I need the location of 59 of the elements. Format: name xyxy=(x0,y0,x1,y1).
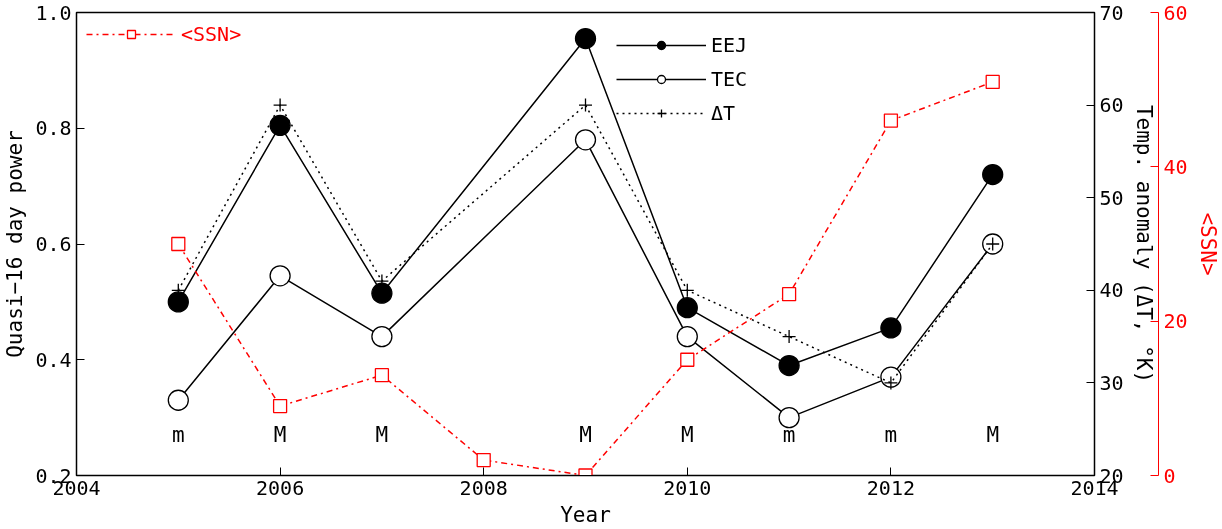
annotation: m xyxy=(884,422,898,447)
y3-tick-label: 0 xyxy=(1163,463,1176,488)
y-tick-label: 0.8 xyxy=(35,116,72,141)
point xyxy=(781,287,797,302)
y2-tick-label: 30 xyxy=(1099,370,1124,395)
x-tick-label: 2006 xyxy=(256,475,305,500)
annotation: M xyxy=(986,422,1000,447)
x-axis-title: Year xyxy=(560,502,611,527)
legend-label: <SSN> xyxy=(181,22,242,46)
y-tick-label: 0.6 xyxy=(35,232,72,256)
point xyxy=(676,325,698,348)
y2-tick-label: 40 xyxy=(1099,278,1124,303)
point xyxy=(371,325,393,348)
point xyxy=(269,114,291,136)
y-tick-label: 0.4 xyxy=(35,347,72,372)
annotation: M xyxy=(680,422,694,447)
point xyxy=(167,291,189,313)
point xyxy=(272,97,288,113)
y3-axis-title: <SSN> xyxy=(1195,212,1220,276)
point xyxy=(574,27,597,50)
annotation: m xyxy=(171,422,185,447)
point xyxy=(982,163,1004,186)
y2-tick-label: 50 xyxy=(1099,185,1124,210)
point xyxy=(371,282,393,304)
point xyxy=(880,317,902,339)
y3-tick-label: 40 xyxy=(1163,154,1188,179)
point xyxy=(167,389,189,411)
point xyxy=(676,297,698,319)
legend-label: TEC xyxy=(711,67,748,91)
point xyxy=(778,354,800,377)
point xyxy=(680,352,695,367)
point xyxy=(574,129,597,151)
annotation: M xyxy=(579,422,592,447)
annotation: M xyxy=(273,422,287,447)
point xyxy=(883,113,899,128)
y2-tick-label: 70 xyxy=(1099,0,1124,25)
y-tick-label: 1.0 xyxy=(35,0,72,25)
point xyxy=(272,398,288,414)
point xyxy=(171,236,186,252)
y3-tick-label: 20 xyxy=(1163,309,1188,334)
point xyxy=(476,452,491,468)
x-tick-label: 2010 xyxy=(663,475,712,500)
x-tick-label: 2012 xyxy=(866,475,915,500)
annotation: M xyxy=(375,422,389,447)
point xyxy=(781,329,797,344)
point xyxy=(680,283,695,298)
point xyxy=(578,97,593,113)
x-tick-label: 2008 xyxy=(459,475,508,500)
y2-axis-title: Temp. anomaly (ΔT, °K) xyxy=(1131,104,1156,384)
point xyxy=(374,368,390,383)
legend-label: EEJ xyxy=(711,33,748,57)
legend-label: ΔT xyxy=(711,101,736,125)
point xyxy=(985,74,1000,90)
point xyxy=(269,265,291,287)
y-axis-title: Quasi−16 day power xyxy=(3,130,28,358)
annotation: m xyxy=(782,422,796,447)
y2-tick-label: 60 xyxy=(1099,93,1124,118)
y3-tick-label: 60 xyxy=(1163,0,1188,25)
point xyxy=(778,406,800,429)
